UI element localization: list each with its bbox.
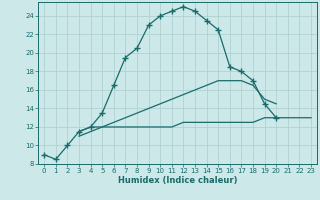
X-axis label: Humidex (Indice chaleur): Humidex (Indice chaleur) <box>118 176 237 185</box>
